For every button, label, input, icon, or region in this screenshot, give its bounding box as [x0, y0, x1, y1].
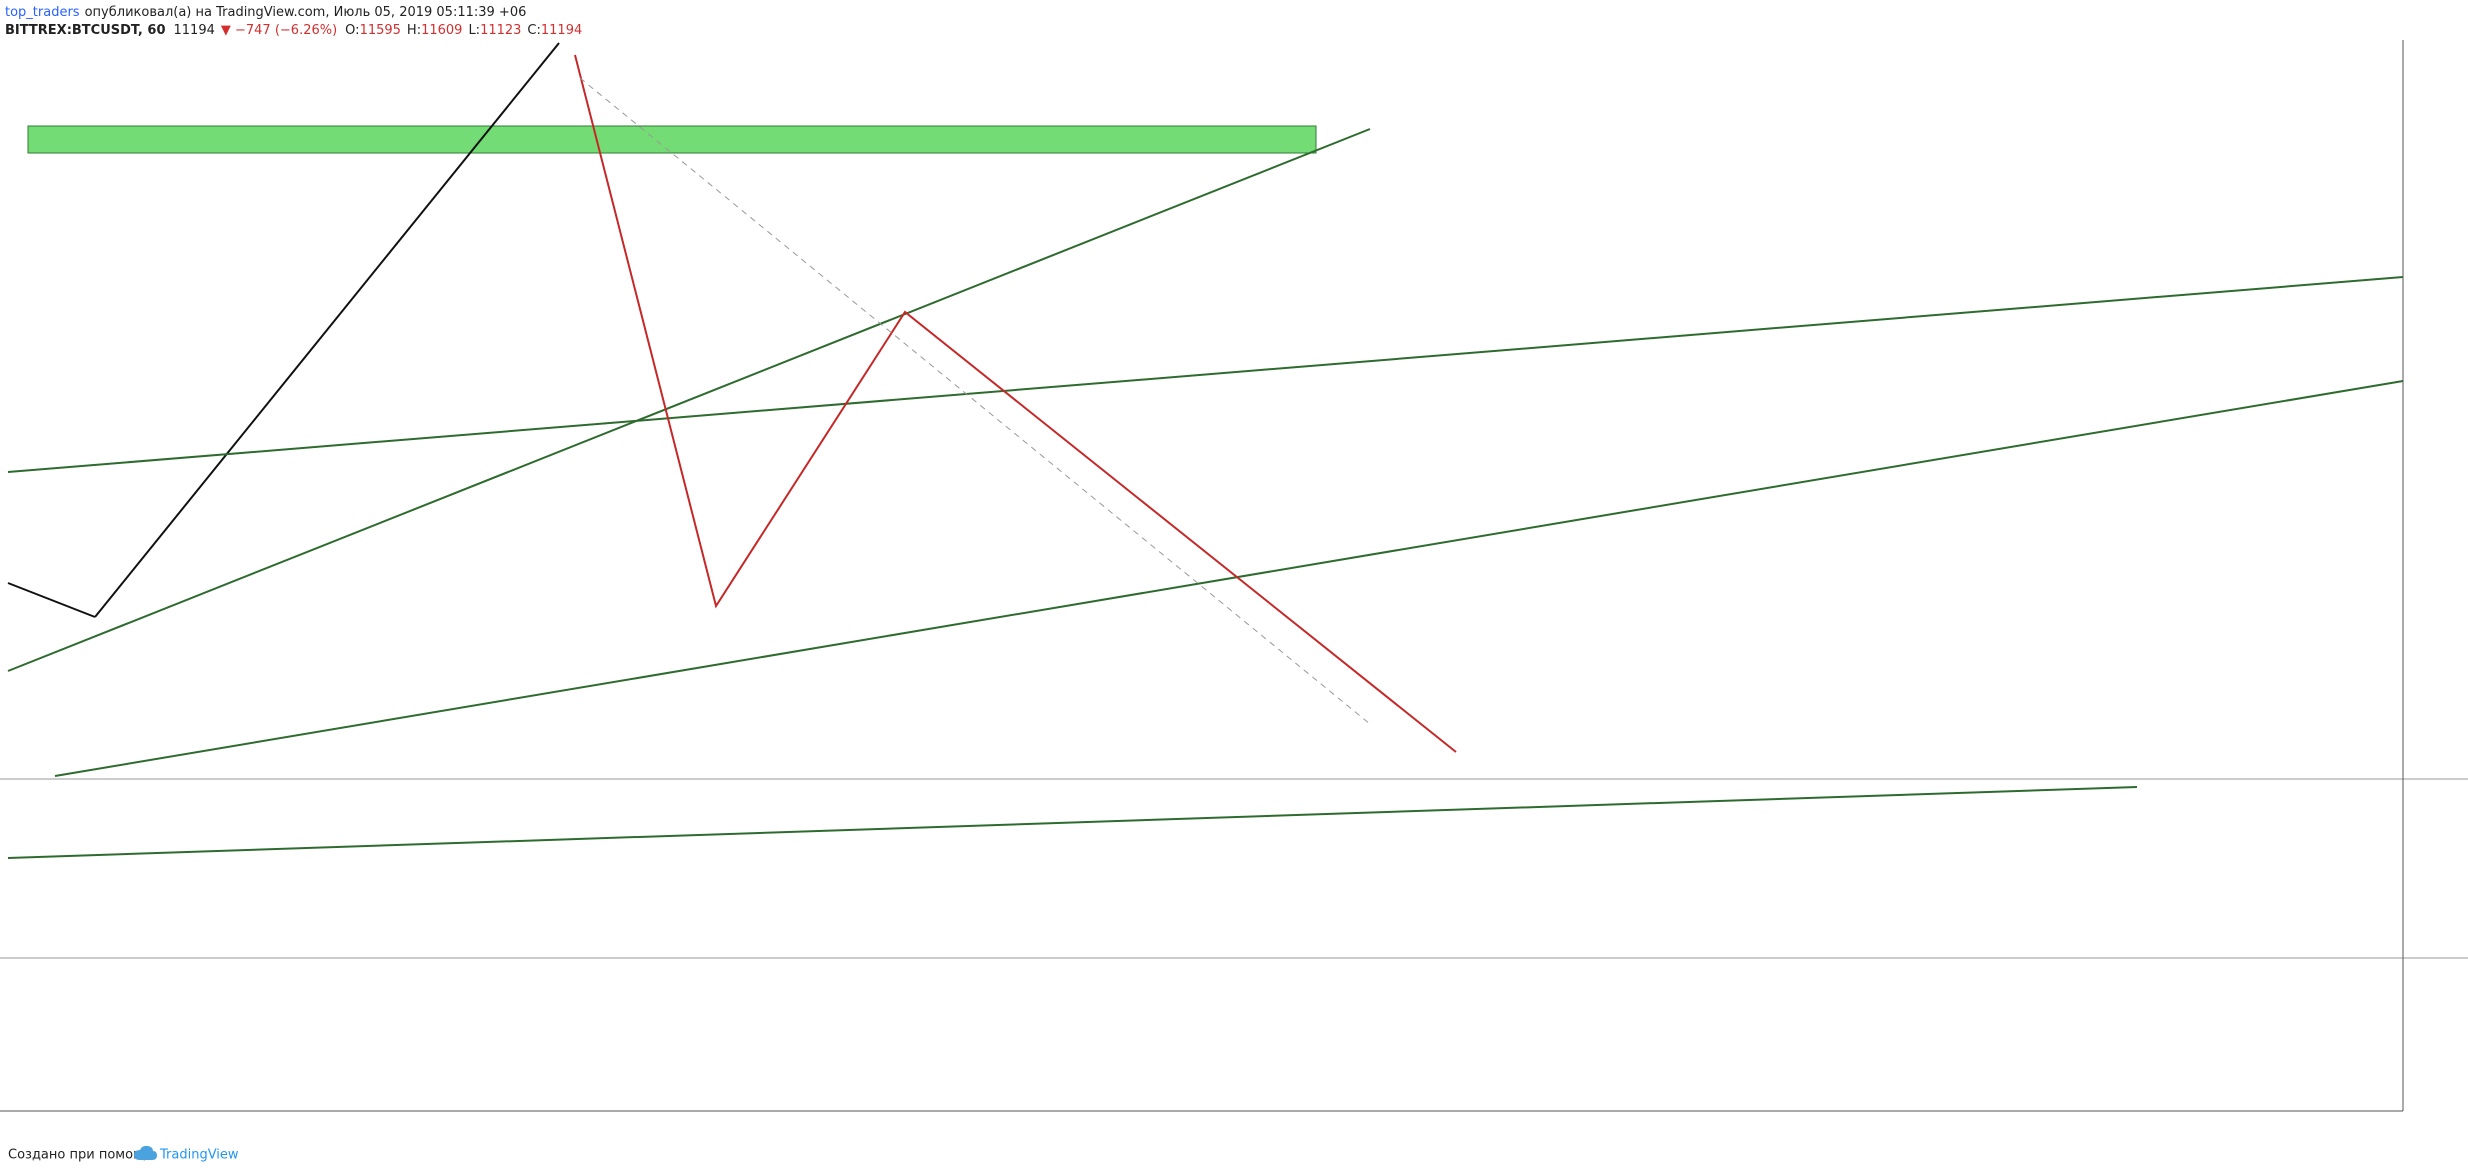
symbol: BITTREX:BTCUSDT, 60	[5, 23, 166, 38]
ohlc-label: C:	[527, 23, 540, 38]
last: 11194	[174, 23, 215, 38]
footer-brand[interactable]: TradingView	[159, 1148, 239, 1163]
trend-line	[94, 42, 560, 618]
ohlc-value: 11194	[541, 23, 582, 38]
rsi-trend-line	[7, 786, 2138, 859]
ohlc-value: 11123	[480, 23, 521, 38]
drawings	[0, 40, 2468, 1112]
trend-line	[7, 128, 1371, 672]
dashed-line	[579, 77, 1371, 725]
trend-line	[54, 380, 2404, 777]
brand-logo	[134, 1145, 157, 1160]
footer-text: Создано при помощи	[8, 1148, 154, 1163]
ohlc-label: L:	[468, 23, 480, 38]
labels: top_traders опубликовал(а) на TradingView…	[5, 5, 582, 1163]
trend-line	[7, 582, 96, 618]
ohlc-label: O:	[345, 23, 359, 38]
change: ▼ −747 (−6.26%)	[221, 23, 337, 38]
ohlc-value: 11609	[421, 23, 462, 38]
header-line: top_traders опубликовал(а) на TradingView…	[5, 5, 526, 20]
trend-line	[7, 276, 2404, 473]
symbol-line: BITTREX:BTCUSDT, 60 11194 ▼ −747 (−6.26%) O…	[5, 23, 582, 38]
published: опубликовал(а) на TradingView.com, Июль …	[85, 5, 527, 20]
wave-line	[574, 54, 1457, 753]
ohlc-value: 11595	[360, 23, 401, 38]
user: top_traders	[5, 5, 80, 20]
ohlc-label: H:	[407, 23, 421, 38]
green-zone	[27, 125, 1317, 154]
